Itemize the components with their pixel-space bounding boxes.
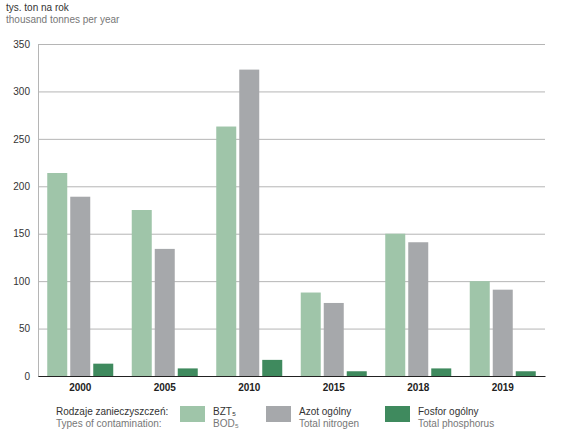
grid-line <box>38 234 545 235</box>
y-tick: 150 <box>13 228 545 239</box>
legend-title: Rodzaje zanieczyszczeń:Types of contamin… <box>56 406 168 429</box>
grid-line <box>38 186 545 187</box>
chart: 0 50 100 150 200 250 300 350 2000 2005 2010 2015 201… <box>0 0 562 437</box>
x-tick-label: 2010 <box>238 382 261 393</box>
x-tick-label: 2019 <box>492 382 515 393</box>
y-tick: 200 <box>13 181 545 192</box>
x-tick: 2015 <box>323 376 346 393</box>
legend-label: Azot ogólnyTotal nitrogen <box>299 406 359 429</box>
x-tick: 2005 <box>154 376 177 393</box>
label-line: Azot ogólny <box>299 406 351 417</box>
y-axis-line <box>39 45 546 377</box>
bar <box>431 368 451 376</box>
label-line: tys. ton na rok <box>6 2 70 13</box>
grid-line <box>38 44 545 45</box>
label-line: BOD₅ <box>213 418 239 429</box>
legend-swatch <box>266 406 291 422</box>
x-tick-label: 2015 <box>323 382 346 393</box>
y-axis-title: tys. ton na rokthousand tonnes per year <box>6 2 120 25</box>
bar <box>216 127 236 376</box>
bar <box>47 173 67 376</box>
legend: Rodzaje zanieczyszczeń:Types of contamin… <box>56 406 494 429</box>
y-tick-label: 200 <box>13 181 30 192</box>
bar <box>239 70 259 376</box>
label-line: Types of contamination: <box>56 418 162 429</box>
bar <box>132 210 152 376</box>
y-tick: 50 <box>19 323 545 334</box>
y-tick-label: 350 <box>13 39 30 50</box>
grid-line <box>38 329 545 330</box>
bar <box>516 371 536 376</box>
y-axis: 0 50 100 150 200 250 300 350 <box>13 39 545 382</box>
bar <box>470 281 490 376</box>
x-tick-label: 2005 <box>154 382 177 393</box>
legend-label: BZT₅BOD₅ <box>213 406 239 429</box>
y-tick-label: 250 <box>13 134 30 145</box>
y-tick-label: 0 <box>24 371 30 382</box>
legend-swatch <box>180 406 205 422</box>
y-tick-label: 100 <box>13 276 30 287</box>
grid-line <box>38 281 545 282</box>
label-line: BZT₅ <box>213 406 236 417</box>
x-axis: 2000 2005 2010 2015 2018 2019 <box>39 376 546 393</box>
bar <box>347 371 367 376</box>
y-tick-label: 300 <box>13 86 30 97</box>
bar <box>178 368 198 376</box>
bar <box>385 234 405 376</box>
y-tick: 250 <box>13 134 545 145</box>
grid-line <box>38 139 545 140</box>
x-tick: 2010 <box>238 376 261 393</box>
x-tick-label: 2018 <box>407 382 430 393</box>
legend-swatch <box>385 406 410 422</box>
grid-line <box>38 376 545 377</box>
y-tick: 300 <box>13 86 545 97</box>
bar <box>408 242 428 376</box>
grid-line <box>38 91 545 92</box>
x-axis-line <box>39 376 546 377</box>
bar <box>155 249 175 376</box>
label-line: Total nitrogen <box>299 418 359 429</box>
x-tick-label: 2000 <box>69 382 92 393</box>
y-tick-label: 150 <box>13 228 30 239</box>
x-tick: 2018 <box>407 376 430 393</box>
bar <box>301 293 321 376</box>
bar <box>70 197 90 376</box>
y-tick: 100 <box>13 276 545 287</box>
bar <box>262 360 282 376</box>
bar <box>93 364 113 376</box>
bars <box>47 70 536 376</box>
label-line: thousand tonnes per year <box>6 14 120 25</box>
label-line: Fosfor ogólny <box>418 406 479 417</box>
label-line: Total phosphorus <box>418 418 494 429</box>
bar <box>493 290 513 376</box>
y-tick-label: 50 <box>19 323 31 334</box>
bar <box>324 303 344 376</box>
y-tick: 350 <box>13 39 545 50</box>
x-tick: 2019 <box>492 376 515 393</box>
x-tick: 2000 <box>69 376 92 393</box>
label-line: Rodzaje zanieczyszczeń: <box>56 406 168 417</box>
legend-label: Fosfor ogólnyTotal phosphorus <box>418 406 494 429</box>
plot: 0 50 100 150 200 250 300 350 2000 2005 2010 2015 201… <box>13 39 545 393</box>
